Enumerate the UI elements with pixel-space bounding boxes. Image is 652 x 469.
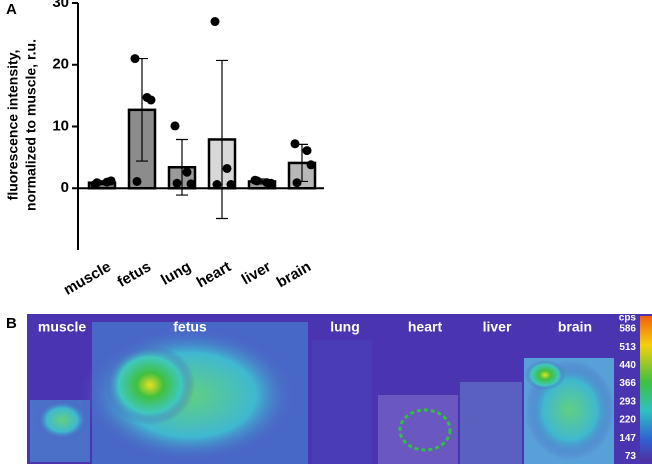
data-point [306, 160, 316, 170]
x-tick-label: muscle [61, 258, 114, 299]
x-tick-label: lung [158, 258, 194, 289]
data-point [290, 139, 300, 149]
image-label: brain [558, 319, 592, 335]
data-point [132, 176, 142, 186]
y-axis-label: fluorescence intensity, [5, 50, 21, 201]
y-axis-label: normalized to muscle, r.u. [23, 39, 39, 211]
image-label: lung [330, 319, 360, 335]
x-tick-label: heart [194, 258, 234, 291]
data-point [182, 167, 192, 177]
data-point [130, 54, 140, 64]
error-bar [176, 138, 188, 196]
y-tick-label: 10 [52, 117, 69, 134]
data-point [106, 176, 116, 186]
data-point [292, 178, 302, 188]
colorbar-unit: cps [619, 313, 637, 324]
y-tick-label: 0 [61, 179, 69, 196]
colorbar-tick-label: 366 [619, 378, 636, 389]
colorbar-tick-label: 586 [619, 324, 636, 335]
x-tick-label: brain [274, 258, 314, 291]
colorbar-tick-label: 293 [619, 396, 636, 407]
data-point [222, 163, 232, 173]
colorbar-tick-label: 220 [619, 415, 636, 426]
image-label: heart [408, 319, 443, 335]
colorbar-tick-label: 513 [619, 342, 636, 353]
colorbar-tick-label: 440 [619, 360, 636, 371]
x-tick-label: liver [239, 258, 274, 288]
image-label: fetus [173, 319, 207, 335]
data-point [266, 178, 276, 188]
data-point [172, 178, 182, 188]
panel-label: B [6, 315, 17, 332]
image-label: muscle [38, 319, 86, 335]
data-point [210, 17, 220, 27]
data-point [302, 146, 312, 156]
data-point [226, 180, 236, 190]
image-panel [27, 314, 652, 465]
data-point [186, 179, 196, 189]
panel-label: A [6, 1, 17, 18]
x-tick-label: fetus [114, 258, 154, 291]
data-point [170, 121, 180, 131]
colorbar-tick-label: 147 [619, 433, 636, 444]
data-point [146, 95, 156, 105]
colorbar-tick-label: 73 [625, 451, 637, 462]
y-tick-label: 20 [52, 56, 69, 73]
image-label: liver [483, 319, 512, 335]
data-point [252, 176, 262, 186]
data-point [92, 178, 102, 188]
y-tick-label: 30 [52, 0, 69, 11]
error-bar [216, 59, 228, 220]
data-point [212, 180, 222, 190]
